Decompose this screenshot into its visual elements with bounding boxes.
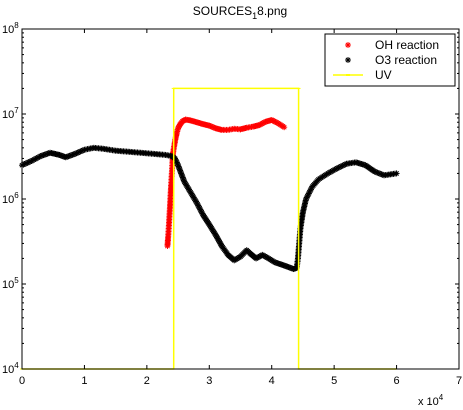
- legend-label-oh-reaction: OH reaction: [375, 38, 439, 52]
- legend-swatch-o3-reaction: [345, 57, 351, 63]
- x-tick-label: 5: [331, 375, 337, 387]
- x-tick-label: 0: [19, 375, 25, 387]
- x-tick-label: 7: [456, 375, 462, 387]
- series-layer: [19, 87, 400, 370]
- x-tick-label: 3: [206, 375, 212, 387]
- legend-item-oh-reaction: OH reaction: [345, 38, 439, 52]
- x-tick-label: 6: [394, 375, 400, 387]
- data-point-oh-reaction: [281, 124, 288, 131]
- legend-item-uv: UV: [333, 68, 392, 82]
- legend-item-o3-reaction: O3 reaction: [345, 53, 437, 67]
- legend-swatch-oh-reaction: [345, 42, 351, 48]
- x-axis-multiplier: x 104: [418, 393, 444, 408]
- data-point-o3-reaction: [393, 170, 400, 177]
- axes-layer: 0 1 2 3 4 5 6 7 104 105 106 107 108: [2, 21, 462, 387]
- x-tick-label: 1: [81, 375, 87, 387]
- x-tick-label: 2: [144, 375, 150, 387]
- legend-label-o3-reaction: O3 reaction: [375, 53, 437, 67]
- series-o3-reaction: [19, 144, 400, 273]
- y-tick-label: 104: [2, 361, 19, 376]
- y-tick-label: 106: [2, 191, 19, 206]
- y-tick-label: 105: [2, 276, 19, 291]
- y-tick-label: 108: [2, 21, 19, 36]
- legend-label-uv: UV: [375, 68, 392, 82]
- chart-title: SOURCES18.png: [193, 4, 287, 21]
- x-tick-label: 4: [269, 375, 275, 387]
- y-tick-label: 107: [2, 106, 19, 121]
